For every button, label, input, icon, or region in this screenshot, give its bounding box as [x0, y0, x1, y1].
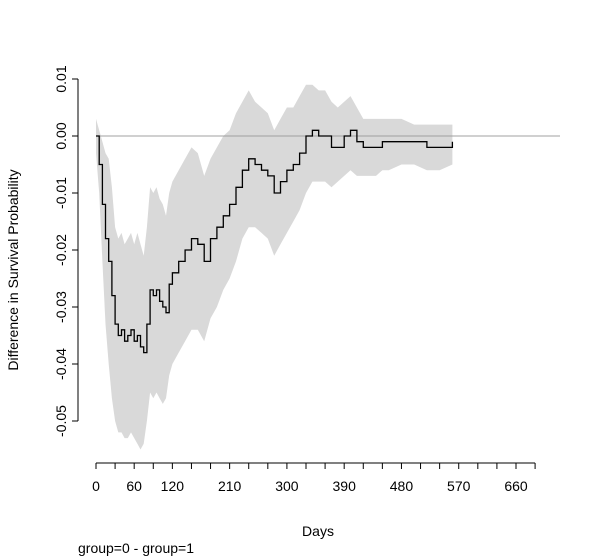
x-tick-label: 660	[504, 478, 528, 494]
y-tick-label: -0.01	[53, 177, 69, 209]
y-axis: -0.05 -0.04 -0.03 -0.02 -0.01 0.00 0.01	[53, 65, 79, 437]
x-tick-label: 300	[275, 478, 299, 494]
y-tick-label: 0.00	[53, 122, 69, 149]
confidence-band-layer	[96, 84, 453, 450]
x-tick-label: 480	[390, 478, 414, 494]
confidence-band	[96, 84, 453, 450]
y-tick-label: -0.05	[53, 405, 69, 437]
y-tick-label: -0.02	[53, 234, 69, 266]
x-tick-label: 120	[161, 478, 185, 494]
x-tick-label: 210	[218, 478, 242, 494]
y-tick-label: -0.04	[53, 348, 69, 380]
y-tick-label: -0.03	[53, 291, 69, 323]
x-tick-label: 0	[92, 478, 100, 494]
difference-line-layer	[96, 129, 454, 354]
x-axis: 0 60 120 210 300 390 480 570 660	[92, 462, 536, 494]
y-tick-label: 0.01	[53, 65, 69, 92]
x-axis-title: Days	[302, 523, 334, 539]
x-tick-label: 60	[126, 478, 142, 494]
x-tick-label: 570	[447, 478, 471, 494]
x-tick-label: 390	[333, 478, 357, 494]
y-axis-title: Difference in Survival Probability	[5, 169, 21, 370]
group-comparison-note: group=0 - group=1	[78, 540, 194, 556]
difference-line	[96, 129, 454, 354]
